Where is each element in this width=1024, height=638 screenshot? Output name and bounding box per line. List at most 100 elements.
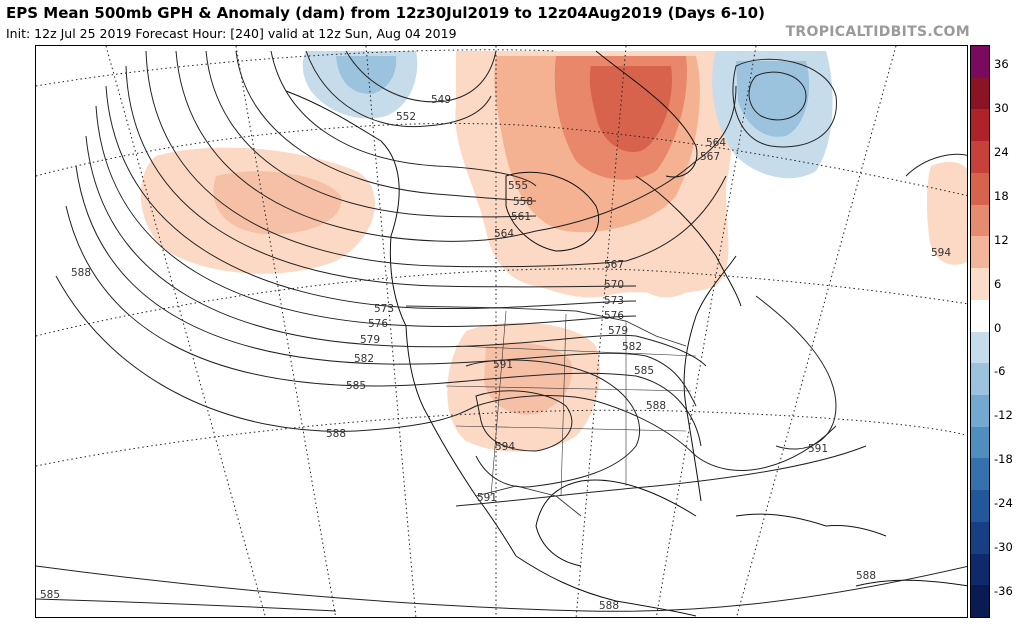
contour-label: 564 — [494, 228, 514, 240]
colorbar-swatch — [971, 363, 989, 396]
contour-552 — [305, 50, 492, 128]
colorbar-swatch — [971, 458, 989, 491]
colorbar-tick-label: 18 — [994, 188, 1009, 203]
contour-label: 588 — [71, 267, 91, 279]
anomaly-gulf-alaska-core — [336, 56, 397, 94]
contour-564 — [175, 50, 737, 242]
colorbar-swatch — [971, 299, 989, 332]
contour-label: 573 — [374, 303, 394, 315]
contour-label: 585 — [634, 365, 654, 377]
coast-us-west — [405, 325, 517, 557]
contour-atlantic-high — [755, 295, 837, 450]
map-title: EPS Mean 500mb GPH & Anomaly (dam) from … — [6, 4, 765, 22]
contour-label: 576 — [604, 310, 624, 322]
gph-contours — [36, 50, 967, 612]
contour-label: 564 — [706, 137, 726, 149]
map-panel[interactable]: 549 552 555 558 561 564 567 570 573 576 … — [35, 45, 968, 618]
anomaly-central-us-core — [484, 342, 572, 415]
contour-555 — [270, 50, 537, 187]
contour-label: 582 — [622, 341, 642, 353]
coast-hispaniola — [825, 525, 887, 537]
coast-south-america — [855, 579, 967, 587]
contour-561 — [205, 50, 537, 218]
contour-591 — [465, 359, 641, 488]
coast-alaska-bc — [285, 90, 407, 327]
positive-anomaly-shading — [140, 51, 967, 452]
contour-label: 588 — [599, 600, 619, 612]
contour-570 — [125, 65, 637, 288]
colorbar-tick-label: 36 — [994, 57, 1009, 71]
colorbar-tick-label: 12 — [994, 232, 1009, 247]
contour-label: 594 — [495, 441, 515, 453]
colorbar-swatch — [971, 490, 989, 523]
colorbar-swatch — [971, 585, 989, 618]
colorbar-swatch — [971, 331, 989, 364]
map-subtitle: Init: 12z Jul 25 2019 Forecast Hour: [24… — [6, 26, 457, 41]
colorbar-swatch — [971, 426, 989, 459]
colorbar-tick-label: 30 — [994, 100, 1009, 115]
anomaly-atlantic-east — [926, 161, 967, 265]
contour-549 — [345, 50, 497, 103]
contour-label: 549 — [431, 94, 451, 106]
contour-atlantic-594 — [905, 153, 967, 177]
contour-585 — [65, 205, 702, 447]
contour-labels: 549 552 555 558 561 564 567 570 573 576 … — [40, 94, 951, 612]
colorbar-tick-label: 0 — [994, 320, 1002, 335]
coast-greenland — [595, 50, 698, 178]
contour-591-south — [455, 445, 867, 507]
contour-label: 588 — [646, 400, 666, 412]
colorbar-swatch — [971, 141, 989, 174]
colorbar-swatch — [971, 109, 989, 142]
contour-567 — [145, 50, 727, 268]
colorbar-tick-label: -30 — [994, 540, 1013, 555]
contour-label: 585 — [40, 589, 60, 601]
contour-573 — [105, 85, 637, 310]
colorbar-swatch — [971, 553, 989, 586]
contour-label: 558 — [513, 196, 533, 208]
colorbar-tick-label: 6 — [994, 276, 1002, 291]
anomaly-colorbar — [970, 45, 990, 618]
contour-label: 594 — [931, 247, 951, 259]
contour-label: 582 — [354, 353, 374, 365]
contour-label: 552 — [396, 111, 416, 123]
coast-gulf — [535, 479, 697, 567]
colorbar-swatch — [971, 77, 989, 110]
contour-label: 579 — [360, 334, 380, 346]
coast-mexico-pacific — [515, 555, 697, 617]
contour-label: 573 — [604, 295, 624, 307]
contour-label: 579 — [608, 325, 628, 337]
contour-label: 567 — [604, 259, 624, 271]
anomaly-ne-us — [625, 245, 696, 298]
contour-594 — [475, 390, 573, 452]
contour-588 — [55, 275, 837, 471]
contour-label: 585 — [346, 380, 366, 392]
contour-label: 591 — [808, 443, 828, 455]
contour-label: 555 — [508, 180, 528, 192]
coast-cuba — [735, 513, 827, 527]
colorbar-tick-label: -36 — [994, 584, 1013, 599]
colorbar-swatch — [971, 204, 989, 237]
contour-582 — [75, 165, 697, 407]
contour-label: 576 — [368, 318, 388, 330]
colorbar-swatch — [971, 46, 989, 79]
colorbar-swatch — [971, 172, 989, 206]
colorbar-tick-label: -6 — [994, 364, 1006, 379]
coast-labrador — [635, 175, 742, 307]
contour-label: 591 — [493, 359, 513, 371]
contour-label: 588 — [326, 428, 346, 440]
colorbar-swatch — [971, 236, 989, 269]
colorbar-tick-label: -18 — [994, 452, 1013, 467]
contour-label: 570 — [604, 279, 624, 291]
colorbar-tick-label: 24 — [994, 144, 1009, 159]
contour-label: 567 — [700, 151, 720, 163]
contour-576 — [95, 105, 637, 327]
contour-labrador-low-2 — [732, 58, 837, 148]
colorbar-tick-label: -24 — [994, 496, 1013, 511]
contour-label: 591 — [477, 492, 497, 504]
coast-hudson-bay — [505, 171, 600, 252]
colorbar-tick-label: -12 — [994, 408, 1013, 423]
contour-558 — [235, 50, 537, 202]
contour-588-south — [36, 565, 967, 612]
contour-label: 561 — [511, 211, 531, 223]
border-us-mexico — [475, 485, 582, 517]
